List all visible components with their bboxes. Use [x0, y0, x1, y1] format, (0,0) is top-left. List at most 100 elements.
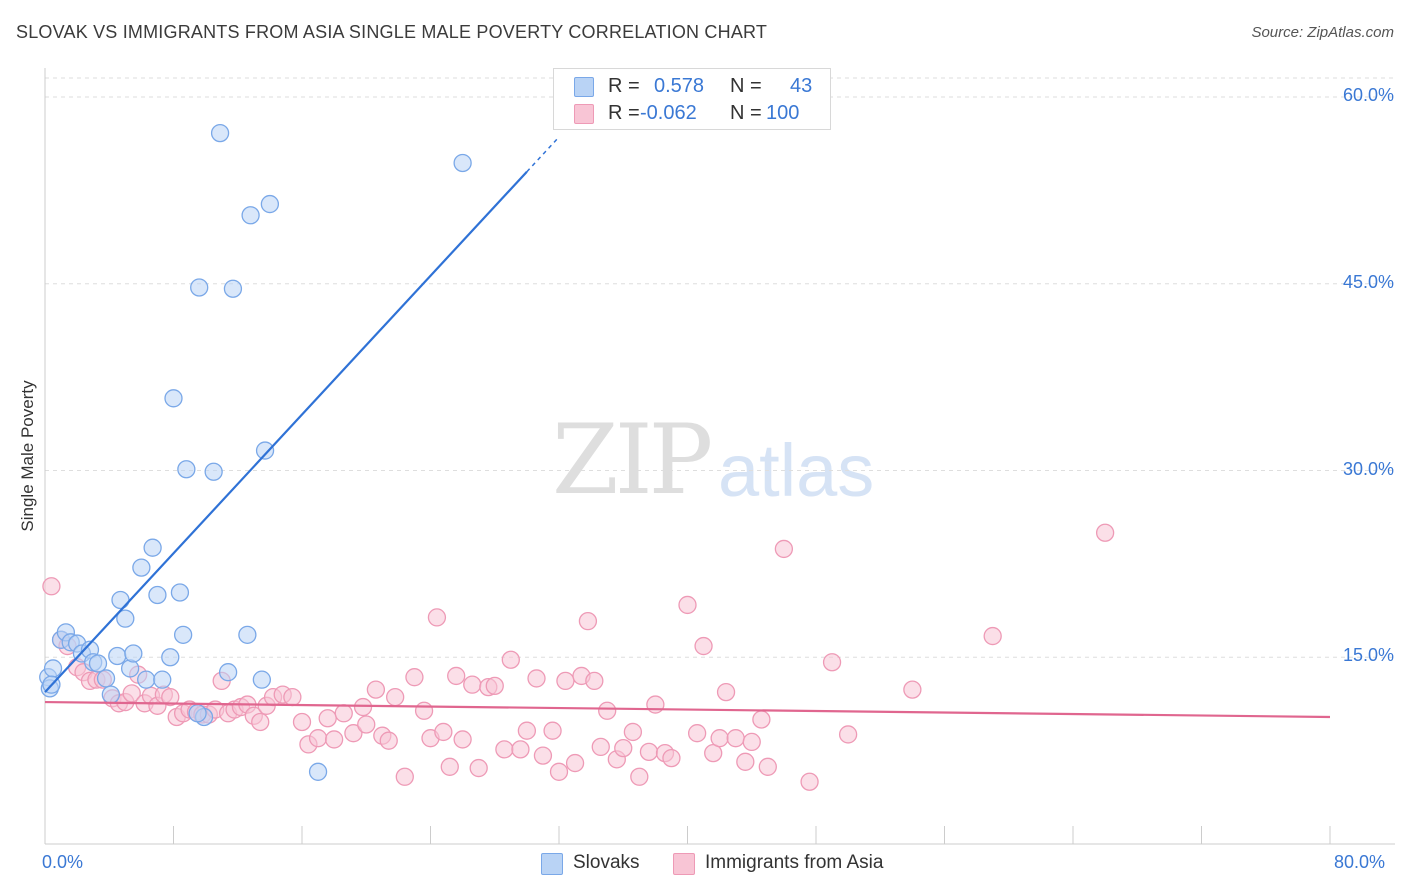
data-point: [447, 666, 466, 686]
legend-label-immigrants: Immigrants from Asia: [705, 852, 884, 873]
data-point: [357, 715, 376, 734]
data-point: [101, 685, 121, 704]
data-point: [774, 539, 794, 559]
data-point: [108, 646, 127, 666]
legend-r-label: R =: [608, 102, 640, 124]
legend-n-value: 43: [790, 75, 813, 97]
data-point: [120, 659, 140, 678]
data-point: [838, 725, 858, 744]
y-axis-label: Single Male Poverty: [18, 380, 37, 532]
axes: [44, 68, 1395, 845]
chart-title: SLOVAK VS IMMIGRANTS FROM ASIA SINGLE MA…: [16, 22, 768, 42]
data-point: [495, 740, 514, 759]
data-point: [260, 194, 280, 214]
y-tick-label: 15.0%: [1342, 645, 1394, 666]
legend-n-value: 100: [766, 102, 800, 124]
data-point: [318, 709, 337, 728]
data-point: [800, 772, 819, 791]
data-point: [210, 123, 230, 143]
data-point: [395, 767, 414, 786]
legend-r-label: R =: [608, 75, 640, 97]
legend-n-label: N =: [730, 102, 762, 124]
data-point: [752, 710, 771, 729]
data-point: [511, 740, 530, 759]
data-point: [440, 757, 459, 776]
data-point: [485, 676, 504, 696]
data-point: [983, 626, 1002, 646]
data-point: [434, 722, 453, 742]
trend-line-immigrants: [44, 700, 1331, 719]
legend-r-value: -0.062: [640, 102, 697, 124]
data-point: [598, 701, 617, 720]
y-tick-label: 45.0%: [1342, 271, 1394, 292]
data-point: [386, 687, 405, 707]
x-tick-label-max: 80.0%: [1334, 852, 1386, 872]
data-point: [173, 625, 193, 644]
data-point: [517, 721, 537, 740]
data-point: [252, 670, 271, 689]
data-point: [716, 682, 736, 702]
data-point: [501, 650, 520, 669]
data-point: [453, 730, 472, 749]
trend-line-slovaks: [44, 170, 528, 693]
data-point: [170, 583, 190, 602]
data-point: [204, 462, 223, 481]
data-point: [639, 742, 659, 762]
data-point: [137, 670, 156, 689]
data-point: [469, 758, 488, 778]
data-point: [678, 595, 697, 615]
data-point: [161, 687, 180, 707]
data-point: [188, 704, 207, 723]
data-point: [556, 671, 575, 691]
data-point: [662, 748, 681, 768]
data-point: [742, 732, 761, 752]
data-point: [190, 278, 209, 297]
data-point: [614, 738, 633, 758]
data-point: [324, 730, 344, 749]
data-point: [646, 695, 665, 714]
data-point: [527, 669, 546, 688]
data-point: [414, 701, 434, 720]
data-point: [623, 722, 643, 742]
data-point: [578, 611, 598, 631]
y-tick-label: 30.0%: [1342, 458, 1394, 479]
y-tick-label: 60.0%: [1342, 85, 1394, 105]
data-point: [903, 680, 922, 699]
data-point: [549, 762, 569, 781]
data-point: [822, 653, 842, 672]
data-point: [283, 687, 302, 707]
data-point: [585, 671, 604, 691]
series-immigrants-from-asia-points: [42, 523, 1115, 791]
grid-lines: [45, 77, 1395, 658]
data-point: [427, 608, 447, 627]
data-point: [344, 724, 363, 743]
data-point: [687, 724, 707, 743]
data-point: [241, 206, 260, 225]
data-point: [111, 590, 130, 610]
data-point: [161, 648, 180, 667]
legend-label-slovaks: Slovaks: [573, 852, 640, 873]
watermark-zip: ZIP: [552, 404, 713, 516]
legend-swatch-blue: [574, 77, 594, 97]
data-point: [122, 684, 141, 703]
data-point: [177, 460, 196, 479]
data-point: [42, 577, 61, 596]
series-slovaks-points: [39, 123, 472, 781]
data-point: [1095, 523, 1115, 542]
data-point: [43, 659, 63, 678]
data-point: [630, 767, 649, 786]
data-point: [334, 704, 353, 723]
correlation-legend: R = 0.578 N = 43 R = -0.062 N = 100: [553, 68, 831, 130]
data-point: [543, 721, 562, 740]
legend-n-label: N =: [730, 75, 762, 97]
source-label: Source: ZipAtlas.com: [1251, 24, 1394, 41]
trend-line-slovaks-extension: [526, 136, 560, 173]
legend-swatch-slovaks: [541, 853, 563, 875]
data-point: [533, 746, 553, 765]
data-point: [148, 585, 167, 605]
data-point: [238, 625, 257, 644]
data-point: [726, 729, 745, 748]
data-point: [96, 669, 116, 688]
data-point: [366, 680, 386, 699]
data-point: [218, 663, 238, 682]
